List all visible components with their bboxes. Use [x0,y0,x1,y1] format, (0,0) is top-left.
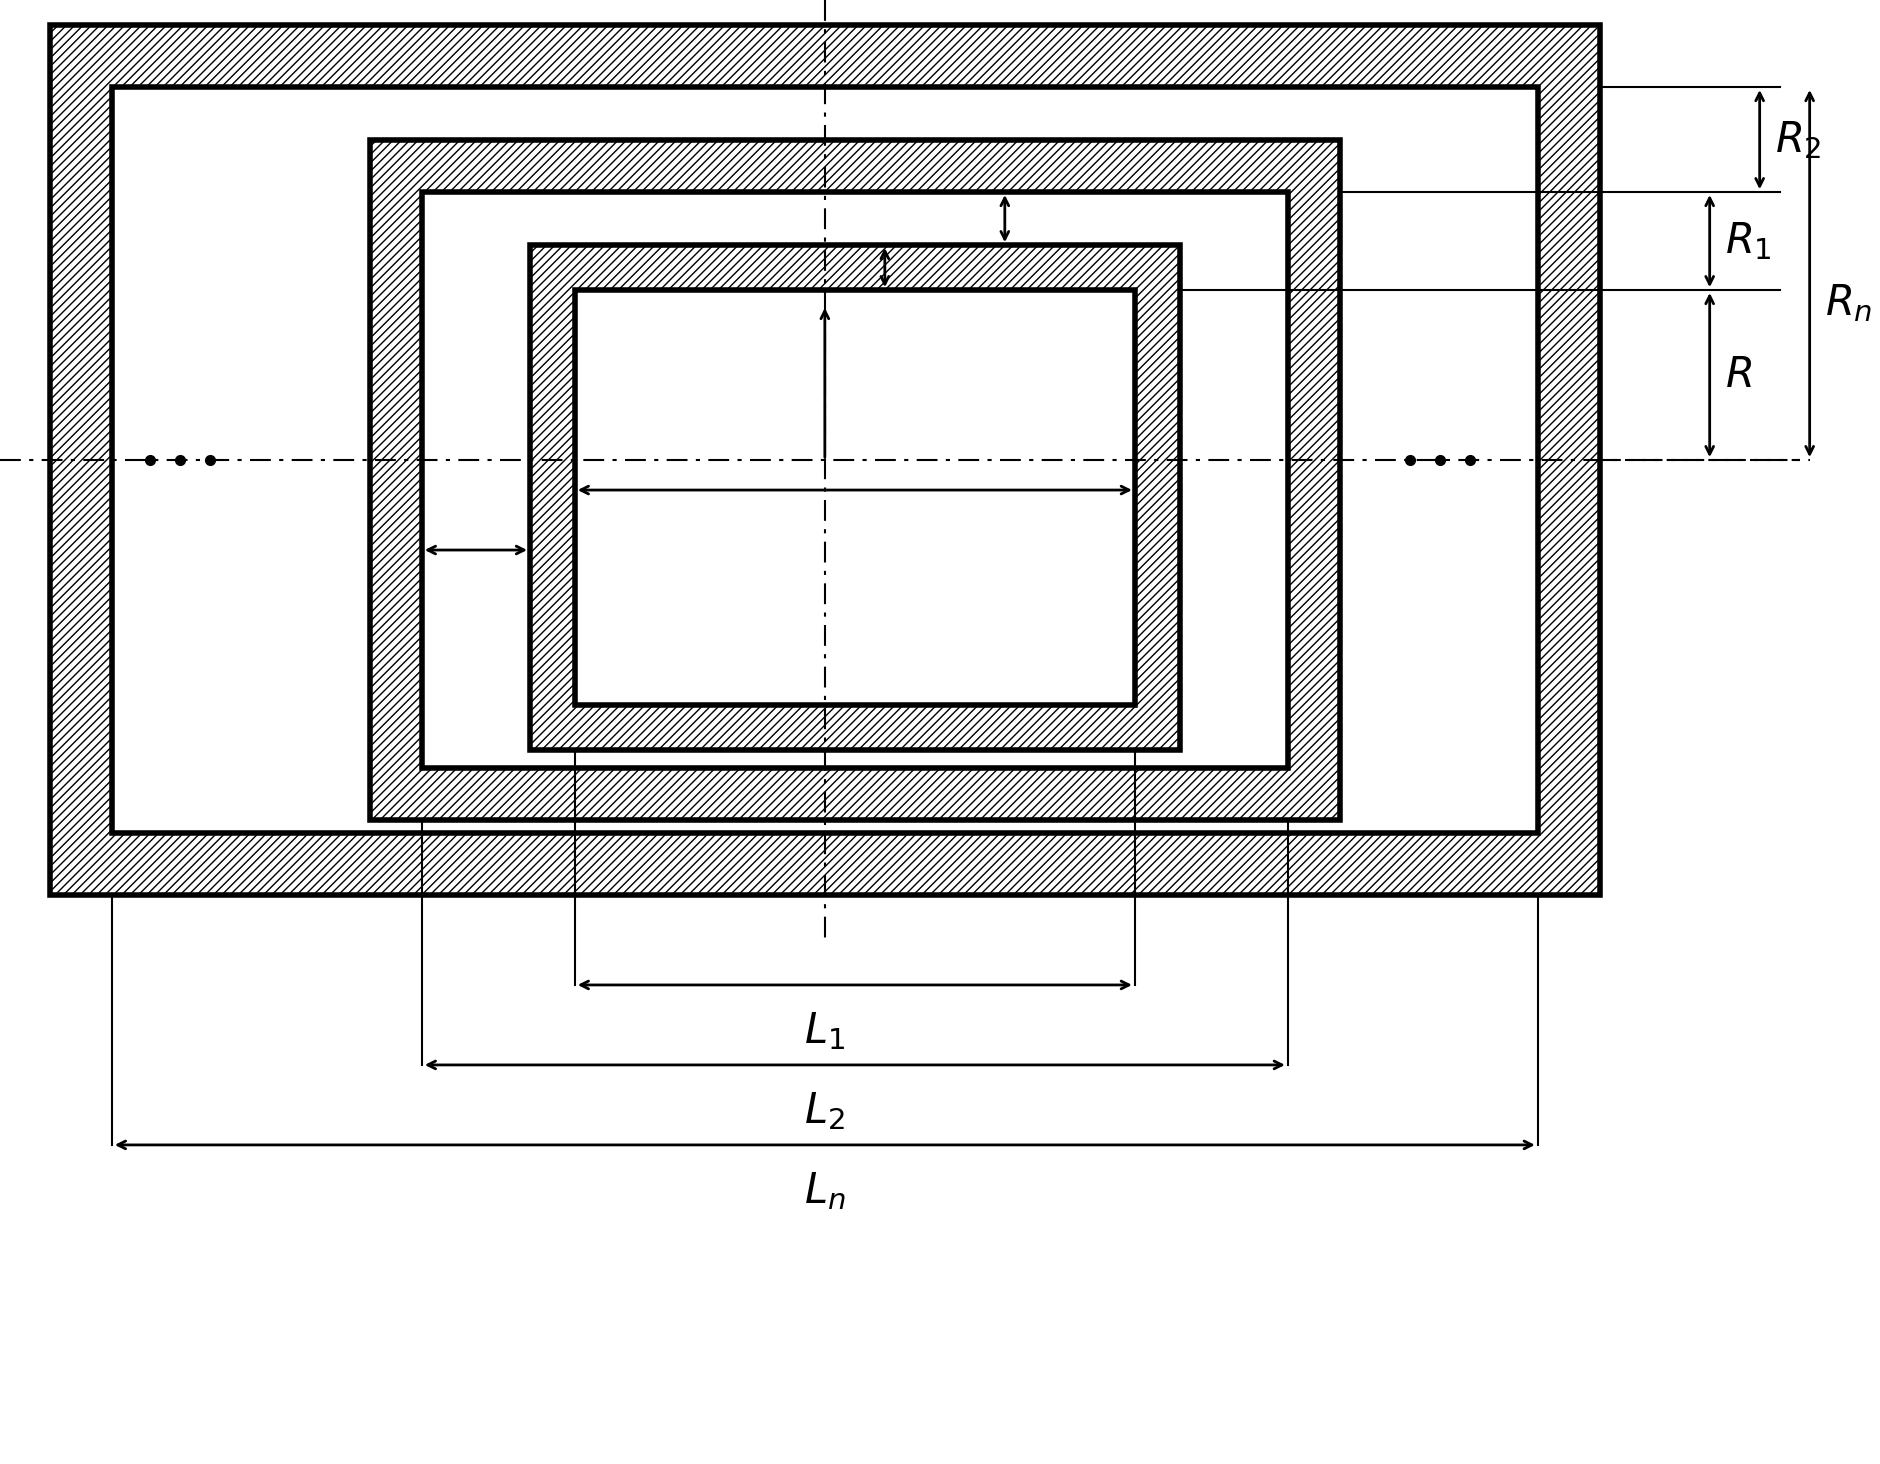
Text: $R_n$: $R_n$ [1825,283,1872,325]
Bar [51,25,1600,895]
Bar [575,290,1136,706]
Text: $L$: $L$ [814,413,837,455]
Text: $R_1$: $R_1$ [1724,220,1771,262]
Text: $R$: $R$ [1724,354,1752,397]
Text: $L_1$: $L_1$ [805,1010,846,1053]
Text: $L_n$: $L_n$ [805,1170,846,1212]
Text: $\Delta R$: $\Delta R$ [1019,198,1075,240]
Text: $R_2$: $R_2$ [1775,119,1822,161]
Bar [530,244,1181,750]
Bar [370,141,1340,820]
Bar [421,192,1288,769]
Text: $\Delta L$: $\Delta L$ [451,569,502,612]
Bar [113,88,1538,833]
Text: $d$: $d$ [902,246,931,288]
Text: $L_2$: $L_2$ [805,1089,846,1132]
